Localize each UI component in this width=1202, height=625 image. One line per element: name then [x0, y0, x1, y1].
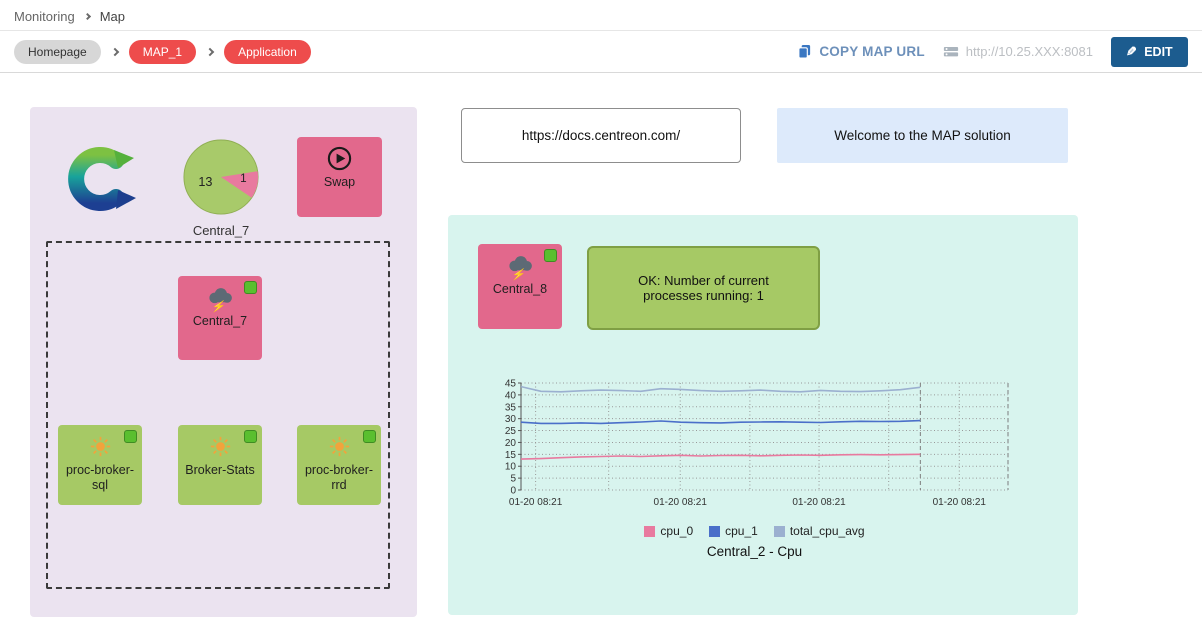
node-central-8[interactable]: ⚡ Central_8	[478, 244, 562, 329]
pencil-icon: ✎	[1126, 44, 1138, 59]
breadcrumb-map[interactable]: Map	[99, 8, 125, 24]
node-label: Central_8	[492, 282, 548, 296]
legend-item-cpu1[interactable]: cpu_1	[709, 524, 758, 538]
node-broker-stats[interactable]: Broker-Stats	[178, 425, 262, 505]
pie-main-value: 13	[198, 175, 212, 189]
status-message-box: OK: Number of current processes running:…	[587, 246, 820, 330]
node-central-7[interactable]: ⚡ Central_7	[178, 276, 262, 360]
node-label: proc-broker-rrd	[304, 463, 374, 492]
sun-icon	[329, 434, 350, 458]
svg-text:01-20 08:21: 01-20 08:21	[792, 497, 846, 508]
legend-item-total-cpu-avg[interactable]: total_cpu_avg	[773, 524, 865, 538]
breadcrumb-monitoring[interactable]: Monitoring	[14, 8, 75, 24]
node-swap[interactable]: Swap	[297, 137, 382, 217]
status-indicator-green	[544, 249, 557, 262]
node-label: Central_7	[192, 314, 248, 328]
docs-link-text: https://docs.centreon.com/	[521, 128, 681, 143]
node-label: Broker-Stats	[185, 463, 255, 477]
chart-title: Central_2 - Cpu	[706, 544, 803, 559]
server-url-text: http://10.25.XXX:8081	[965, 44, 1093, 59]
pie-node-label: Central_7	[192, 223, 250, 238]
chevron-right-icon	[110, 47, 119, 56]
play-icon	[326, 146, 353, 170]
lightning-icon: ⚡	[511, 269, 525, 281]
node-proc-broker-sql[interactable]: proc-broker-sql	[58, 425, 142, 505]
storm-cloud-icon: ⚡	[205, 285, 235, 313]
status-indicator-green	[124, 430, 137, 443]
status-indicator-green	[363, 430, 376, 443]
legend-swatch-cpu1	[709, 525, 721, 537]
copy-map-url-label: COPY MAP URL	[819, 44, 925, 59]
legend-label: cpu_1	[725, 524, 758, 538]
server-icon	[943, 47, 958, 57]
storm-cloud-icon: ⚡	[505, 253, 535, 281]
status-indicator-green	[244, 430, 257, 443]
legend-label: cpu_0	[660, 524, 694, 538]
header-actions: COPY MAP URL http://10.25.XXX:8081 ✎ EDI…	[797, 36, 1188, 67]
node-central-7-pie[interactable]: 13 1 Central_7	[181, 138, 261, 238]
sun-icon	[210, 434, 231, 458]
edit-label: EDIT	[1144, 44, 1173, 59]
docs-link-widget[interactable]: https://docs.centreon.com/	[461, 108, 741, 163]
lightning-icon: ⚡	[211, 301, 225, 313]
edit-button[interactable]: ✎ EDIT	[1111, 36, 1188, 67]
legend-label: total_cpu_avg	[789, 524, 865, 538]
map-name-pill[interactable]: MAP_1	[128, 39, 197, 64]
chevron-right-icon	[205, 47, 215, 56]
svg-text:40: 40	[505, 390, 517, 401]
homepage-button[interactable]: Homepage	[14, 39, 101, 64]
node-label: proc-broker-sql	[65, 463, 135, 492]
svg-text:20: 20	[505, 438, 517, 449]
chart-legend: cpu_0 cpu_1 total_cpu_avg	[492, 524, 1017, 538]
svg-text:10: 10	[505, 462, 517, 473]
centreon-logo-icon	[62, 142, 142, 221]
pie-slice-value: 1	[240, 172, 247, 185]
svg-text:25: 25	[505, 426, 517, 437]
view-name-pill[interactable]: Application	[224, 39, 311, 64]
copy-map-url-button[interactable]: COPY MAP URL	[797, 44, 925, 59]
map-header-bar: Homepage MAP_1 Application COPY MAP URL	[0, 30, 1202, 73]
welcome-text: Welcome to the MAP solution	[834, 128, 1011, 143]
legend-swatch-cpu0	[644, 525, 656, 537]
svg-text:01-20 08:21: 01-20 08:21	[933, 497, 987, 508]
map-navigation: Homepage MAP_1 Application	[14, 39, 311, 64]
pie-chart-icon: 13 1	[183, 139, 259, 215]
status-message-text: OK: Number of current processes running:…	[638, 273, 769, 303]
welcome-text-widget: Welcome to the MAP solution	[777, 108, 1068, 163]
chevron-right-icon	[83, 12, 91, 20]
node-proc-broker-rrd[interactable]: proc-broker-rrd	[297, 425, 381, 505]
server-url-display: http://10.25.XXX:8081	[943, 44, 1093, 59]
svg-text:45: 45	[505, 379, 517, 390]
breadcrumb: Monitoring Map	[14, 5, 125, 27]
legend-swatch-total-cpu-avg	[773, 525, 785, 537]
cpu-chart-widget[interactable]: 0 5 10 15 20 25 30 35 40 45 01-20 08:21 01-20 08:21…	[492, 378, 1017, 517]
svg-text:01-20 08:21: 01-20 08:21	[654, 497, 708, 508]
node-label: Swap	[323, 175, 356, 189]
sun-icon	[90, 434, 111, 458]
svg-text:30: 30	[505, 414, 517, 425]
svg-text:01-20 08:21: 01-20 08:21	[509, 497, 563, 508]
svg-text:5: 5	[510, 474, 516, 485]
svg-text:35: 35	[505, 402, 517, 413]
copy-icon	[798, 44, 811, 59]
svg-text:0: 0	[510, 486, 516, 497]
svg-text:15: 15	[505, 450, 517, 461]
map-group-container	[46, 241, 390, 589]
status-indicator-green	[244, 281, 257, 294]
legend-item-cpu0[interactable]: cpu_0	[644, 524, 693, 538]
